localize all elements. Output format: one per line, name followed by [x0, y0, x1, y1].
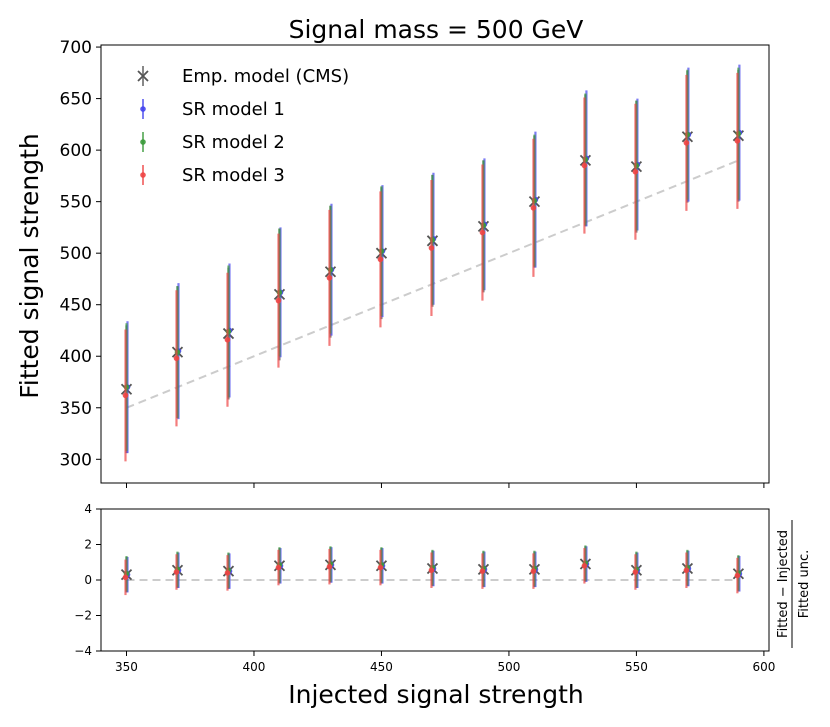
main-point: [173, 355, 180, 362]
ratio-point: [632, 569, 639, 575]
legend-label: Emp. model (CMS): [182, 66, 349, 87]
main-point: [530, 205, 537, 211]
main-axes-frame: [100, 44, 770, 484]
legend-label: SR model 3: [182, 165, 285, 186]
main-point: [326, 275, 333, 281]
ratio-label-denominator: Fitted unc.: [797, 550, 812, 618]
main-point: [224, 336, 231, 343]
legend-entry-3: SR model 3: [140, 165, 285, 186]
ratio-point: [275, 564, 282, 571]
ratio-point: [734, 572, 741, 579]
ratio-point: [683, 567, 690, 574]
main-y-tick-label: 450: [60, 296, 92, 316]
legend-marker: [140, 139, 146, 145]
legend-marker: [140, 172, 146, 178]
main-point: [428, 245, 435, 251]
main-y-tick-label: 300: [60, 450, 92, 470]
main-point: [683, 140, 690, 146]
ratio-point: [428, 567, 435, 574]
ratio-plot-area: 4 2 0 −2 −4 350 400 450 500 550 600: [74, 502, 775, 674]
chart-title: Signal mass = 500 GeV: [289, 15, 584, 44]
main-y-tick-label: 550: [60, 193, 92, 213]
main-point: [377, 256, 384, 263]
main-y-tick-label: 350: [60, 399, 92, 419]
ratio-point: [377, 564, 384, 571]
ratio-point: [224, 570, 231, 576]
ratio-point: [581, 563, 588, 569]
main-y-tick-label: 650: [60, 90, 92, 110]
ratio-y-tick-label: 2: [84, 538, 92, 552]
ratio-x-tick-label: 500: [497, 660, 520, 674]
main-point: [122, 392, 129, 399]
legend-label: SR model 1: [182, 99, 285, 120]
x-axis-label: Injected signal strength: [288, 680, 583, 709]
main-y-tick-label: 400: [60, 347, 92, 367]
y-axis-label: Fitted signal strength: [15, 133, 44, 399]
ratio-axes-frame: [100, 508, 770, 652]
legend-marker-stroke-b: [137, 70, 149, 82]
ratio-x-tick-label: 450: [370, 660, 393, 674]
ratio-point: [326, 563, 333, 570]
legend: Emp. model (CMS) SR model 1 SR model 2 SR m…: [137, 66, 349, 186]
ratio-y-tick-label: 0: [84, 573, 92, 587]
ratio-point: [479, 568, 486, 574]
legend-entry-1: SR model 1: [140, 99, 285, 120]
ratio-y-tick-label: −4: [74, 644, 92, 658]
main-y-tick-label: 700: [60, 38, 92, 58]
ratio-x-tick-label: 400: [243, 660, 266, 674]
ratio-y-axis-label: Fitted − Injected Fitted unc.: [776, 520, 812, 648]
legend-marker: [137, 70, 149, 82]
ratio-y-tick-label: −2: [74, 609, 92, 623]
ratio-label-numerator: Fitted − Injected: [776, 530, 791, 638]
main-point: [632, 168, 639, 175]
main-y-tick-label: 500: [60, 244, 92, 264]
legend-entry-2: SR model 2: [140, 132, 285, 153]
ratio-point: [173, 569, 180, 575]
legend-entry-0: Emp. model (CMS): [137, 66, 349, 87]
ratio-x-tick-label: 600: [752, 660, 775, 674]
ratio-point: [122, 574, 129, 581]
main-series-3: [122, 72, 741, 462]
legend-label: SR model 2: [182, 132, 285, 153]
main-point: [734, 138, 741, 144]
ratio-y-tick-label: 4: [84, 502, 92, 516]
main-point: [275, 297, 282, 304]
ratio-x-tick-label: 550: [625, 660, 648, 674]
main-y-tick-label: 600: [60, 141, 92, 161]
legend-marker: [140, 106, 146, 112]
main-plot-area: 300 350 400 450 500 550 600 650 700: [60, 38, 770, 488]
main-point: [581, 162, 588, 169]
main-point: [479, 229, 486, 236]
ratio-x-tick-label: 350: [115, 660, 138, 674]
ratio-series-3: [122, 548, 741, 596]
ratio-point: [530, 568, 537, 574]
